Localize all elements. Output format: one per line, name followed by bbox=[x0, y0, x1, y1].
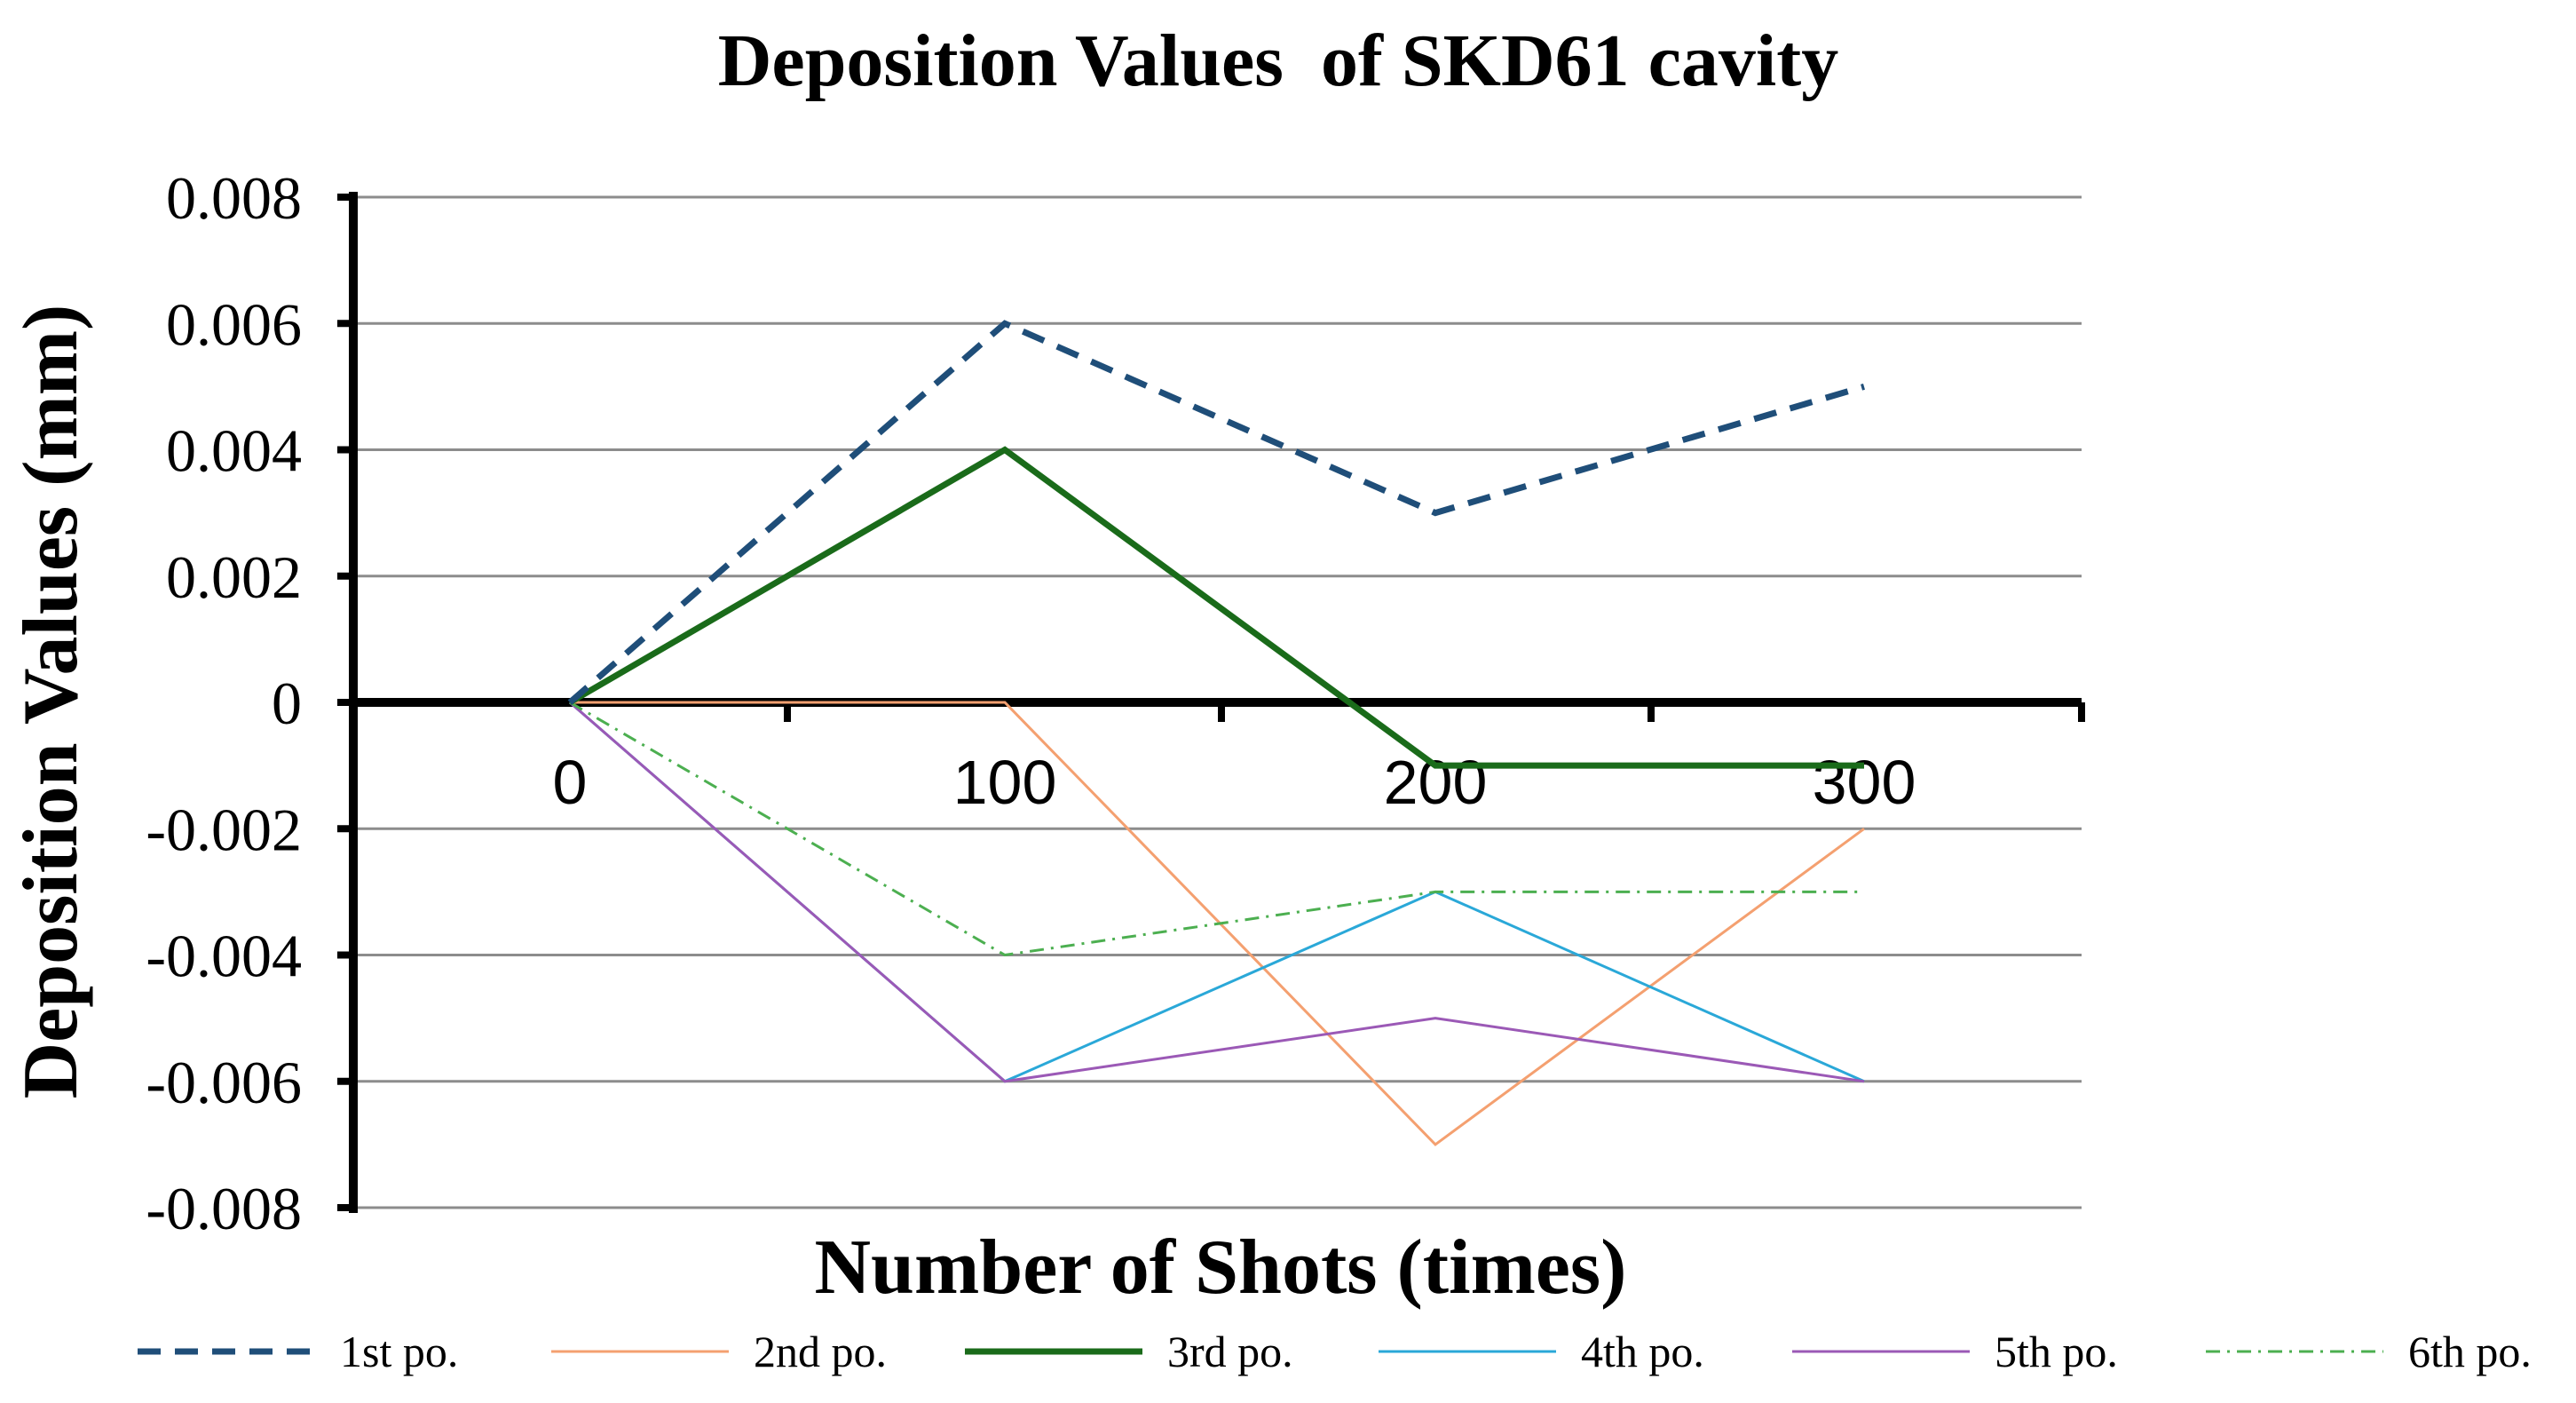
chart-title: Deposition Values of SKD61 cavity bbox=[718, 20, 1838, 102]
y-tick-label-2: 0.004 bbox=[166, 417, 302, 485]
x-tick-label-1: 100 bbox=[953, 748, 1057, 817]
y-tick-label-5: -0.002 bbox=[146, 796, 302, 863]
legend-label-1: 1st po. bbox=[340, 1327, 458, 1376]
y-tick-label-6: -0.004 bbox=[146, 923, 302, 990]
y-tick-label-1: 0.006 bbox=[166, 290, 302, 358]
x-tick-label-2: 200 bbox=[1384, 748, 1488, 817]
x-tick-label-0: 0 bbox=[553, 748, 588, 817]
y-tick-label-4: 0 bbox=[272, 670, 302, 737]
x-tick-label-3: 300 bbox=[1813, 748, 1916, 817]
legend: 1st po. 2nd po. 3rd po. 4th po. 5th po. 6th p… bbox=[138, 1327, 2532, 1376]
series-lines bbox=[567, 320, 1865, 1146]
x-axis-title: Number of Shots (times) bbox=[815, 1225, 1627, 1311]
legend-label-4: 4th po. bbox=[1581, 1327, 1704, 1376]
y-tick-label-3: 0.002 bbox=[166, 543, 302, 611]
y-axis-ticks: 0.008 0.006 0.004 0.002 0 -0.002 -0.004 -0.006 -… bbox=[146, 164, 353, 1242]
y-tick-label-7: -0.006 bbox=[146, 1049, 302, 1116]
y-tick-label-0: 0.008 bbox=[166, 164, 302, 232]
x-axis-ticks: 0 100 200 300 bbox=[350, 702, 2085, 817]
legend-label-3: 3rd po. bbox=[1167, 1327, 1293, 1376]
legend-label-5: 5th po. bbox=[1995, 1327, 2118, 1376]
legend-label-2: 2nd po. bbox=[754, 1327, 887, 1376]
series-line-6 bbox=[569, 701, 1864, 957]
series-line-3 bbox=[568, 446, 1864, 769]
gridlines bbox=[353, 195, 2082, 1209]
y-axis-title: Deposition Values (mm) bbox=[8, 305, 94, 1099]
legend-label-6: 6th po. bbox=[2408, 1327, 2532, 1376]
y-tick-label-8: -0.008 bbox=[146, 1175, 302, 1242]
series-line-1 bbox=[567, 320, 1865, 705]
series-line-5 bbox=[569, 701, 1865, 1083]
